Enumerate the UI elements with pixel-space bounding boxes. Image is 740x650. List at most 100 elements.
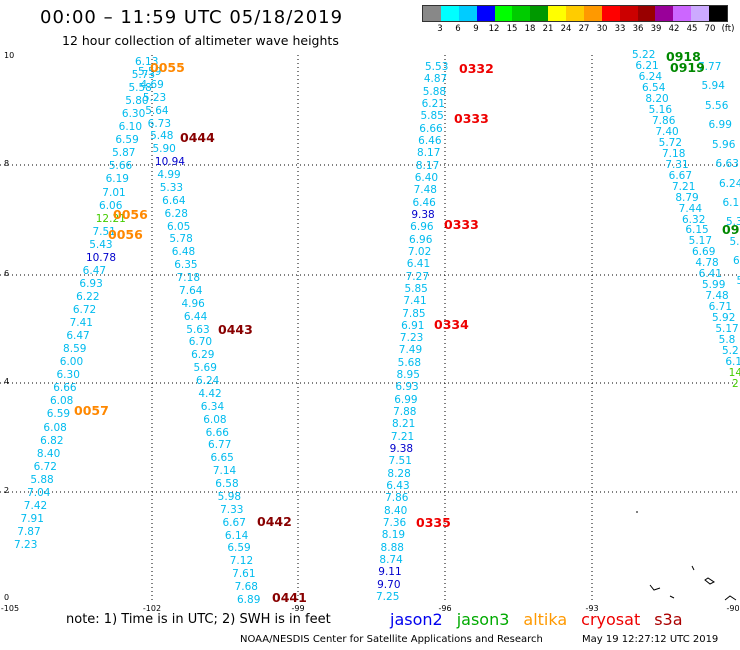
wave-height-value: 6.24 — [638, 70, 663, 83]
legend-swatch — [476, 6, 495, 21]
wave-height-value: 8.79 — [675, 191, 699, 204]
footer-note: note: 1) Time is in UTC; 2) SWH is in fe… — [66, 612, 331, 627]
wave-height-value: 8.88 — [380, 541, 404, 554]
wave-height-value: 5.63 — [186, 323, 210, 336]
map-title: 00:00 – 11:59 UTC 05/18/2019 — [40, 7, 344, 28]
wave-height-value: 5.33 — [159, 181, 184, 194]
wave-height-value: 12.21 — [95, 212, 126, 225]
mission-name: s3a — [654, 610, 683, 629]
legend-swatch — [548, 6, 566, 21]
wave-height-value: 6.43 — [386, 480, 410, 493]
wave-height-value: 6.59 — [115, 134, 139, 147]
wave-height-value: 5.92 — [712, 312, 736, 325]
wave-height-value: 8.40 — [36, 447, 61, 460]
wave-height-value: 6.64 — [162, 194, 186, 207]
wave-height-value: 6.91 — [401, 319, 425, 332]
wave-height-value: 4.42 — [198, 387, 222, 400]
wave-height-value: 5.8 — [718, 334, 736, 347]
pass-time-label: 0335 — [416, 515, 451, 530]
wave-height-value: 6.77 — [208, 439, 232, 452]
wave-height-value: 7.44 — [678, 202, 703, 215]
wave-height-value: 6.30 — [121, 108, 146, 121]
legend-label: 36 — [632, 24, 644, 34]
y-tick-label: 4 — [4, 377, 10, 386]
x-tick-label: -99 — [291, 604, 305, 613]
wave-height-value: 6.63 — [715, 158, 739, 171]
wave-height-value: 7.23 — [14, 539, 38, 551]
pass-time-label: 0443 — [218, 322, 253, 337]
wave-height-value: 6.08 — [49, 395, 74, 408]
wave-height-value: 6.06 — [99, 199, 123, 212]
wave-height-value: 6.40 — [414, 171, 439, 184]
wave-height-value: 7.86 — [385, 492, 409, 505]
wave-height-value: 5.96 — [712, 138, 736, 151]
wave-height-value: 8.40 — [383, 504, 408, 517]
wave-height-value: 6.24 — [719, 177, 740, 190]
pass-time-label: 0055 — [150, 60, 185, 75]
wave-height-value: 9.11 — [378, 566, 402, 579]
wave-height-value: 6.73 — [147, 117, 172, 130]
wave-height-value: 6.65 — [210, 452, 234, 465]
wave-height-value: 5.53 — [425, 61, 449, 73]
wave-height-value: 6.44 — [183, 310, 208, 323]
wave-height-value: 7.61 — [232, 568, 256, 581]
y-tick-label: 0 — [4, 593, 10, 602]
wave-height-value: 7.33 — [220, 503, 244, 516]
wave-height-value: 6.46 — [412, 196, 436, 209]
wave-height-value: 6.99 — [394, 393, 418, 406]
legend-label: 30 — [596, 24, 608, 34]
wave-height-value: 7.23 — [399, 332, 424, 345]
legend-label: 24 — [560, 24, 572, 34]
legend-label: 15 — [506, 24, 518, 34]
wave-height-value: 7.18 — [176, 272, 201, 285]
wave-height-value: 7.41 — [403, 295, 427, 308]
wave-height-value: 6.67 — [668, 169, 693, 182]
wave-height-value: 7.21 — [390, 430, 415, 443]
wave-height-value: 14 — [728, 367, 740, 380]
legend-label: 6 — [455, 24, 461, 34]
wave-height-value: 4.78 — [695, 257, 719, 270]
wave-height-value: 5.80 — [125, 95, 149, 108]
x-tick-label: -90 — [726, 604, 740, 613]
wave-height-value: 6.14 — [224, 529, 249, 542]
wave-height-value: 8.21 — [391, 418, 416, 431]
wave-height-value: 6.29 — [191, 349, 215, 362]
wave-height-value: 6.82 — [40, 434, 64, 447]
wave-height-value: 5.69 — [193, 362, 217, 375]
pass-time-label: 0444 — [180, 130, 215, 145]
wave-height-value: 7.36 — [382, 517, 407, 530]
wave-height-value: 6.59 — [227, 542, 251, 555]
wave-height-value: 7.64 — [179, 284, 203, 297]
wave-height-value: 5.22 — [632, 49, 656, 61]
wave-height-value: 5.17 — [688, 235, 713, 248]
wave-height-value: 5.56 — [705, 99, 729, 112]
wave-height-value: 6.47 — [82, 264, 107, 277]
legend-swatch — [637, 6, 656, 21]
wave-height-value: 9.70 — [377, 578, 401, 591]
pass-time-label: 0333 — [454, 111, 489, 126]
wave-height-value: 6.08 — [43, 421, 67, 434]
wave-height-value: 7.41 — [69, 317, 93, 330]
legend-swatch — [655, 6, 674, 21]
legend-label: 12 — [488, 24, 500, 34]
wave-height-value: 6.99 — [708, 119, 732, 132]
x-tick-label: -93 — [585, 604, 599, 613]
wave-height-value: 5.2 — [722, 345, 739, 358]
wave-height-value: 5.43 — [89, 238, 113, 251]
legend-label: 45 — [686, 24, 698, 34]
wave-height-value: 7.87 — [17, 525, 41, 538]
wave-height-value: 7.42 — [23, 499, 48, 512]
mission-name: cryosat — [581, 610, 641, 629]
wave-height-value: 5.78 — [169, 233, 193, 246]
wave-height-value: 6.54 — [642, 81, 666, 94]
wave-height-value: 7.86 — [652, 114, 676, 127]
wave-height-value: 6.21 — [635, 59, 659, 72]
legend-label: 42 — [668, 24, 680, 34]
wave-height-value: 8.59 — [63, 343, 87, 356]
wave-height-value: 5.88 — [30, 473, 54, 486]
wave-height-value: 6.70 — [188, 336, 213, 349]
wave-height-value: 8.95 — [396, 369, 420, 382]
legend-label: 27 — [578, 24, 590, 34]
generated-timestamp: May 19 12:27:12 UTC 2019 — [582, 634, 719, 645]
